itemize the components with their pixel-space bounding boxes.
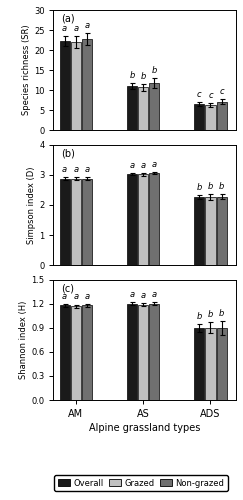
Bar bbox=[127, 174, 137, 265]
Bar bbox=[149, 304, 159, 400]
Bar bbox=[217, 197, 227, 265]
Text: a: a bbox=[73, 24, 78, 33]
Bar bbox=[82, 306, 92, 400]
Bar bbox=[71, 306, 81, 400]
Text: a: a bbox=[85, 292, 90, 300]
Text: a: a bbox=[130, 162, 135, 170]
Y-axis label: Shannon index (H): Shannon index (H) bbox=[19, 300, 28, 379]
Bar bbox=[127, 86, 137, 130]
Bar bbox=[217, 102, 227, 130]
Y-axis label: Species richness (SR): Species richness (SR) bbox=[22, 25, 31, 116]
Bar bbox=[217, 328, 227, 400]
Text: a: a bbox=[152, 290, 157, 299]
Text: b: b bbox=[129, 70, 135, 80]
Text: (b): (b) bbox=[61, 148, 75, 158]
Text: b: b bbox=[197, 312, 202, 321]
Text: a: a bbox=[130, 290, 135, 299]
Bar bbox=[205, 328, 216, 400]
Text: a: a bbox=[62, 292, 67, 300]
Text: b: b bbox=[197, 183, 202, 192]
Bar bbox=[149, 83, 159, 130]
Text: a: a bbox=[85, 22, 90, 30]
Bar bbox=[149, 173, 159, 265]
Text: b: b bbox=[208, 182, 213, 191]
Text: a: a bbox=[152, 160, 157, 168]
Bar bbox=[71, 178, 81, 265]
Bar bbox=[194, 328, 204, 400]
Text: a: a bbox=[141, 161, 146, 170]
Bar bbox=[205, 105, 216, 130]
X-axis label: Alpine grassland types: Alpine grassland types bbox=[89, 423, 200, 433]
Text: (a): (a) bbox=[61, 14, 74, 24]
Text: a: a bbox=[141, 291, 146, 300]
Text: b: b bbox=[208, 310, 213, 319]
Bar bbox=[60, 178, 70, 265]
Bar bbox=[194, 104, 204, 130]
Bar bbox=[60, 306, 70, 400]
Bar bbox=[138, 174, 148, 265]
Text: a: a bbox=[73, 292, 78, 302]
Text: b: b bbox=[219, 308, 224, 318]
Legend: Overall, Grazed, Non-grazed: Overall, Grazed, Non-grazed bbox=[54, 475, 228, 491]
Y-axis label: Simpson index (D): Simpson index (D) bbox=[27, 166, 36, 244]
Text: a: a bbox=[85, 165, 90, 174]
Text: b: b bbox=[152, 66, 157, 75]
Text: a: a bbox=[73, 164, 78, 173]
Text: a: a bbox=[62, 165, 67, 174]
Text: (c): (c) bbox=[61, 283, 74, 293]
Text: c: c bbox=[219, 88, 224, 96]
Bar bbox=[60, 41, 70, 130]
Text: b: b bbox=[140, 72, 146, 81]
Text: b: b bbox=[219, 182, 224, 192]
Text: a: a bbox=[62, 24, 67, 32]
Bar bbox=[71, 42, 81, 130]
Bar bbox=[194, 197, 204, 265]
Bar bbox=[82, 178, 92, 265]
Bar bbox=[138, 304, 148, 400]
Bar bbox=[127, 304, 137, 400]
Bar bbox=[82, 39, 92, 130]
Bar bbox=[205, 197, 216, 265]
Bar bbox=[138, 88, 148, 130]
Text: c: c bbox=[197, 90, 202, 100]
Text: c: c bbox=[208, 91, 213, 100]
